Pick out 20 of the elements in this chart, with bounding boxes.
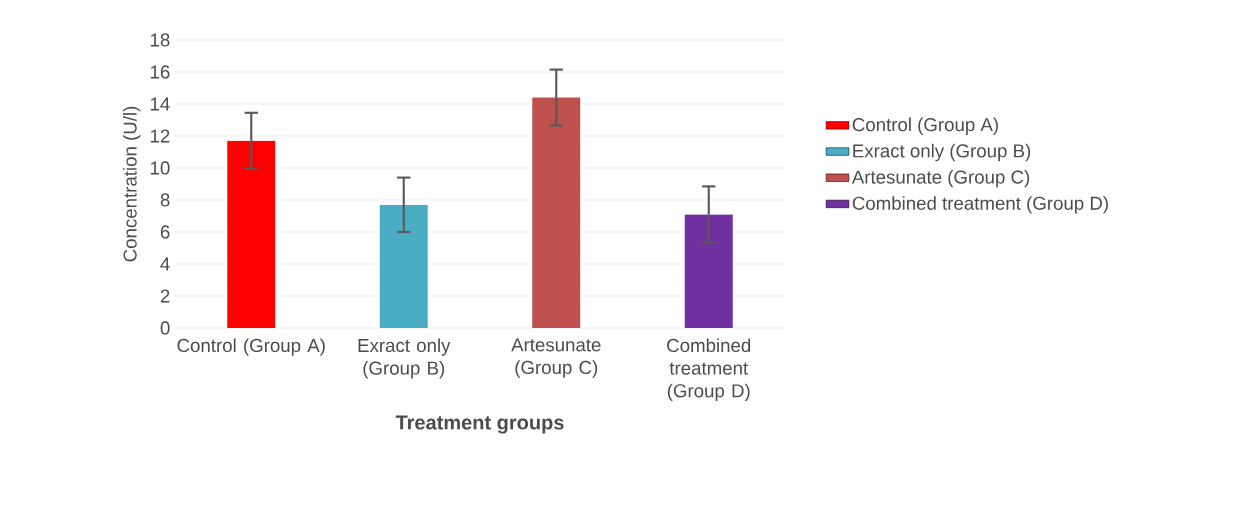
y-tick-label: 8 [160,193,170,207]
x-axis-title: Treatment groups [395,415,564,434]
legend-label: Exract only (Group B) [853,143,1031,162]
x-tick-label: Artesunate (Group C) [511,338,601,378]
legend-label: Combined treatment (Group D) [852,196,1108,214]
x-tick-label: Exract only (Group B) [358,338,451,379]
legend-label: Control (Group A) [852,117,998,135]
y-tick-label: 2 [160,289,170,303]
x-tick-label: Combined treatment (Group D) [667,338,751,402]
y-tick-label: 18 [150,33,170,47]
y-tick-label: 0 [160,321,170,335]
y-tick-label: 14 [150,97,170,111]
x-tick-label: Control (Group A) [177,338,325,356]
y-tick-label: 10 [150,161,170,175]
legend-label: Artesunate (Group C) [851,169,1030,188]
y-tick-label: 6 [160,225,170,239]
y-tick-label: 4 [160,257,170,271]
y-tick-label: 16 [150,65,170,79]
y-tick-label: 12 [150,129,170,143]
y-axis-title: Concentration (U/l) [122,106,141,262]
